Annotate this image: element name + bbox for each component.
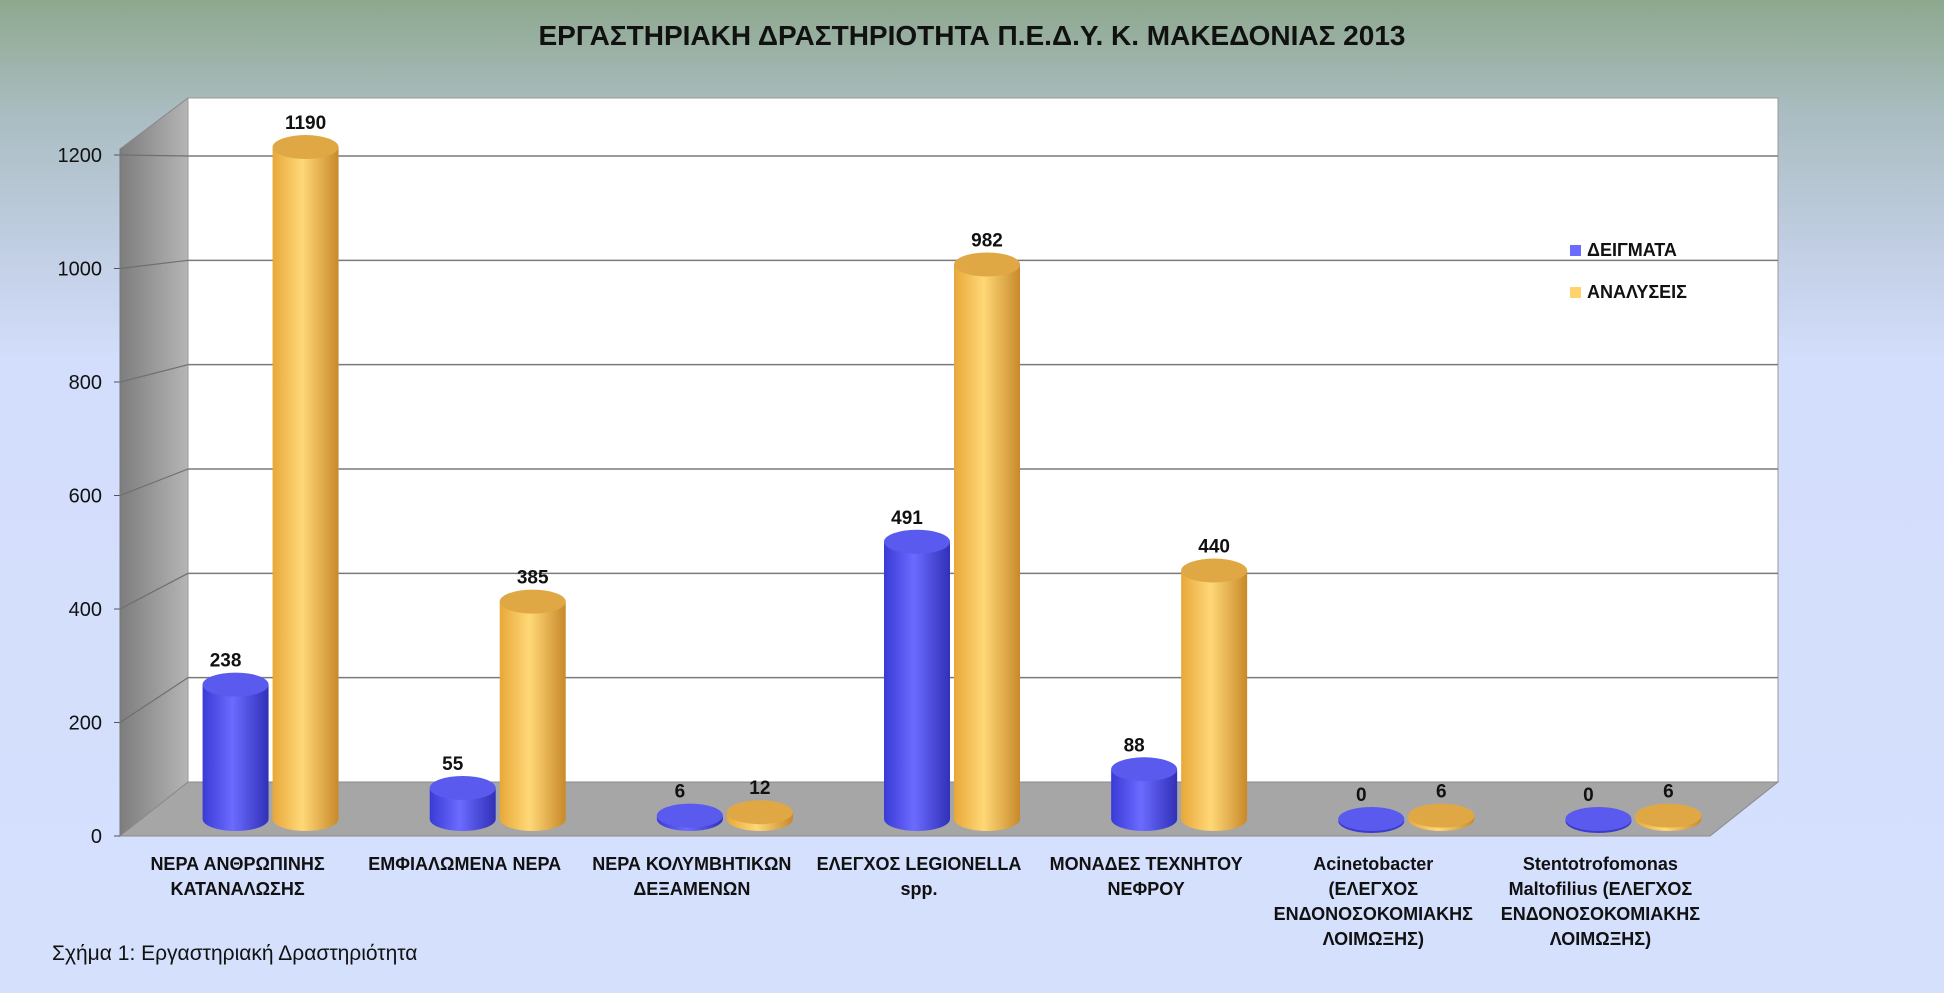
gridline-side — [119, 154, 189, 157]
bar-top — [884, 529, 950, 554]
category-label: ΕΛΕΓΧΟΣ LEGIONELLA spp. — [816, 854, 1022, 899]
bar-samples — [202, 672, 269, 831]
data-label: 6 — [675, 782, 686, 803]
data-label: 440 — [1198, 537, 1230, 558]
gridline-side — [119, 677, 189, 724]
bar-samples — [656, 803, 723, 831]
gridline-side — [119, 468, 189, 497]
y-tick-label: 600 — [69, 486, 102, 508]
category-label: ΜΟΝΑΔΕΣ ΤΕΧΝΗΤΟΥ ΝΕΦΡΟΥ — [1049, 854, 1243, 899]
category-label: Acinetobacter (ΕΛΕΓΧΟΣ ΕΝΔΟΝΟΣΟΚΟΜΙΑΚΗΣ … — [1273, 854, 1473, 949]
side-wall — [119, 97, 189, 838]
gridline-side — [119, 572, 189, 610]
bar-samples — [429, 775, 496, 831]
legend-swatch-analyses — [1570, 287, 1581, 298]
data-label: 0 — [1583, 785, 1594, 806]
y-tick-label: 1000 — [58, 259, 103, 281]
bar-body — [1111, 769, 1178, 831]
legend-label-samples: ΔΕΙΓΜΑΤΑ — [1587, 240, 1677, 260]
bar-body — [954, 264, 1020, 831]
bar-analyses — [1181, 558, 1248, 831]
bar-top — [1565, 807, 1632, 831]
data-label: 12 — [749, 778, 770, 799]
category-label: ΝΕΡΑ ΑΝΘΡΩΠΙΝΗΣ ΚΑΤΑΝΑΛΩΣΗΣ — [150, 854, 325, 899]
legend-label-analyses: ΑΝΑΛΥΣΕΙΣ — [1587, 282, 1687, 302]
bar-top — [954, 252, 1020, 277]
bar-analyses — [272, 135, 339, 831]
data-label: 238 — [210, 651, 242, 672]
bar-body — [272, 147, 339, 831]
bar-top — [1635, 803, 1702, 828]
bar-top — [1338, 807, 1405, 831]
data-label: 491 — [891, 508, 923, 529]
category-label: ΝΕΡΑ ΚΟΛΥΜΒΗΤΙΚΩΝ ΔΕΞΑΜΕΝΩΝ — [592, 854, 792, 899]
gridline-side — [119, 259, 189, 270]
bar-top — [656, 803, 723, 828]
gridline-side — [119, 364, 189, 383]
category-label: ΕΜΦΙΑΛΩΜΕΝΑ ΝΕΡΑ — [368, 854, 562, 874]
data-label: 0 — [1356, 785, 1367, 806]
category-label: Stentotrofomonas Maltofilius (ΕΛΕΓΧΟΣ ΕΝ… — [1500, 854, 1701, 949]
bar-body — [1181, 570, 1248, 831]
bar-analyses — [726, 800, 793, 831]
y-tick-label: 400 — [69, 599, 102, 621]
data-label: 385 — [517, 568, 549, 589]
bar-samples — [1338, 807, 1405, 833]
bar-body — [429, 787, 496, 831]
y-tick-label: 1200 — [58, 145, 103, 167]
bar-body — [499, 601, 566, 831]
bar-top — [1111, 757, 1178, 782]
y-tick-label: 200 — [69, 713, 102, 735]
y-tick-label: 800 — [69, 372, 102, 394]
bar-top — [499, 589, 566, 614]
data-label: 1190 — [285, 113, 326, 134]
bar-samples — [1111, 757, 1178, 831]
bar-top — [1408, 803, 1475, 828]
y-tick-labels: 0 200 400 600 800 1000 1200 — [58, 145, 103, 848]
bar-marks — [202, 135, 1702, 833]
bar-samples — [884, 529, 950, 831]
bar-body — [202, 684, 269, 831]
legend-item-analyses: ΑΝΑΛΥΣΕΙΣ — [1570, 282, 1687, 303]
bar-samples — [1565, 807, 1632, 833]
bar-body — [884, 541, 950, 831]
data-labels: 238 1190 55 385 6 12 491 982 88 440 0 6 0 6 — [210, 113, 1674, 806]
bar-top — [429, 775, 496, 800]
data-label: 982 — [971, 231, 1003, 252]
legend-swatch-samples — [1570, 245, 1581, 256]
data-label: 55 — [442, 754, 464, 775]
bar-top — [1181, 558, 1248, 583]
y-tick-label: 0 — [91, 826, 102, 848]
data-label: 88 — [1124, 735, 1145, 756]
bar-analyses — [499, 589, 566, 831]
bar-analyses — [1635, 803, 1702, 831]
bar-top — [272, 135, 339, 160]
bar-analyses — [954, 252, 1020, 831]
bar-top — [202, 672, 269, 697]
chart-title: ΕΡΓΑΣΤΗΡΙΑΚΗ ΔΡΑΣΤΗΡΙΟΤΗΤΑ Π.Ε.Δ.Υ. Κ. Μ… — [538, 20, 1406, 51]
figure-caption: Σχήμα 1: Εργαστηριακή Δραστηριότητα — [52, 942, 418, 965]
data-label: 6 — [1436, 782, 1447, 803]
bar-top — [726, 800, 793, 825]
data-label: 6 — [1663, 782, 1674, 803]
bar-analyses — [1408, 803, 1475, 831]
legend-item-samples: ΔΕΙΓΜΑΤΑ — [1570, 240, 1677, 261]
